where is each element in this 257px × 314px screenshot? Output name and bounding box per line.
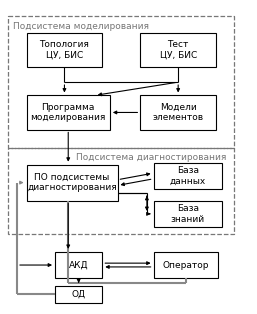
Text: Подсистема диагностирования: Подсистема диагностирования <box>76 153 226 162</box>
Bar <box>153 201 222 227</box>
Text: База
знаний: База знаний <box>171 204 205 224</box>
Text: Оператор: Оператор <box>162 261 209 269</box>
Bar <box>153 252 218 278</box>
Bar <box>8 16 234 149</box>
Text: АКД: АКД <box>69 261 88 269</box>
Bar <box>55 286 102 303</box>
Text: ОД: ОД <box>72 290 86 299</box>
Bar <box>153 163 222 189</box>
Text: Тест
ЦУ, БИС: Тест ЦУ, БИС <box>160 40 197 60</box>
Bar <box>8 149 234 234</box>
Text: Подсистема моделирования: Подсистема моделирования <box>13 22 149 31</box>
Text: Топология
ЦУ, БИС: Топология ЦУ, БИС <box>40 40 89 60</box>
Bar <box>140 33 216 67</box>
Bar <box>55 252 102 278</box>
Text: ПО подсистемы
диагностирования: ПО подсистемы диагностирования <box>27 173 117 192</box>
Text: Программа
моделирования: Программа моделирования <box>31 103 106 122</box>
Bar <box>26 95 110 129</box>
Bar <box>26 33 102 67</box>
Text: База
данных: База данных <box>170 166 206 186</box>
Bar <box>140 95 216 129</box>
Text: Модели
элементов: Модели элементов <box>153 103 204 122</box>
Bar <box>26 165 117 201</box>
